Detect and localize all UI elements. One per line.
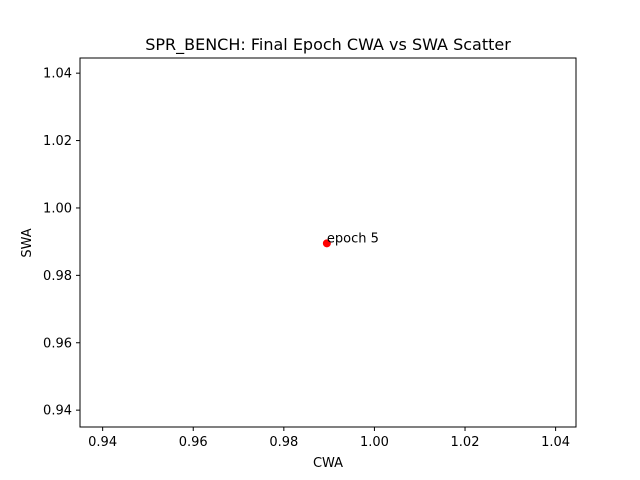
y-axis-label: SWA	[20, 228, 35, 257]
plot-area-frame	[79, 57, 577, 428]
y-tick-label: 0.94	[43, 404, 72, 419]
y-tick-label: 1.04	[43, 67, 72, 82]
x-tick-label: 0.98	[269, 435, 298, 450]
x-tick-label: 1.04	[541, 435, 570, 450]
chart-title: SPR_BENCH: Final Epoch CWA vs SWA Scatte…	[145, 35, 511, 55]
y-tick-label: 1.02	[43, 134, 72, 149]
data-point	[322, 239, 331, 248]
x-tick-label: 0.96	[179, 435, 208, 450]
x-axis-ticks: 0.94 0.96 0.98 1.00 1.02 1.04	[88, 427, 570, 450]
x-tick-label: 1.00	[360, 435, 389, 450]
y-tick-label: 0.96	[43, 336, 72, 351]
x-axis-label: CWA	[313, 456, 343, 471]
data-points: epoch 5	[322, 231, 379, 248]
x-tick-label: 0.94	[88, 435, 117, 450]
y-axis-ticks: 0.94 0.96 0.98 1.00 1.02 1.04	[43, 67, 80, 419]
x-tick-label: 1.02	[451, 435, 480, 450]
data-point-label: epoch 5	[327, 231, 379, 246]
y-tick-label: 0.98	[43, 269, 72, 284]
y-tick-label: 1.00	[43, 201, 72, 216]
